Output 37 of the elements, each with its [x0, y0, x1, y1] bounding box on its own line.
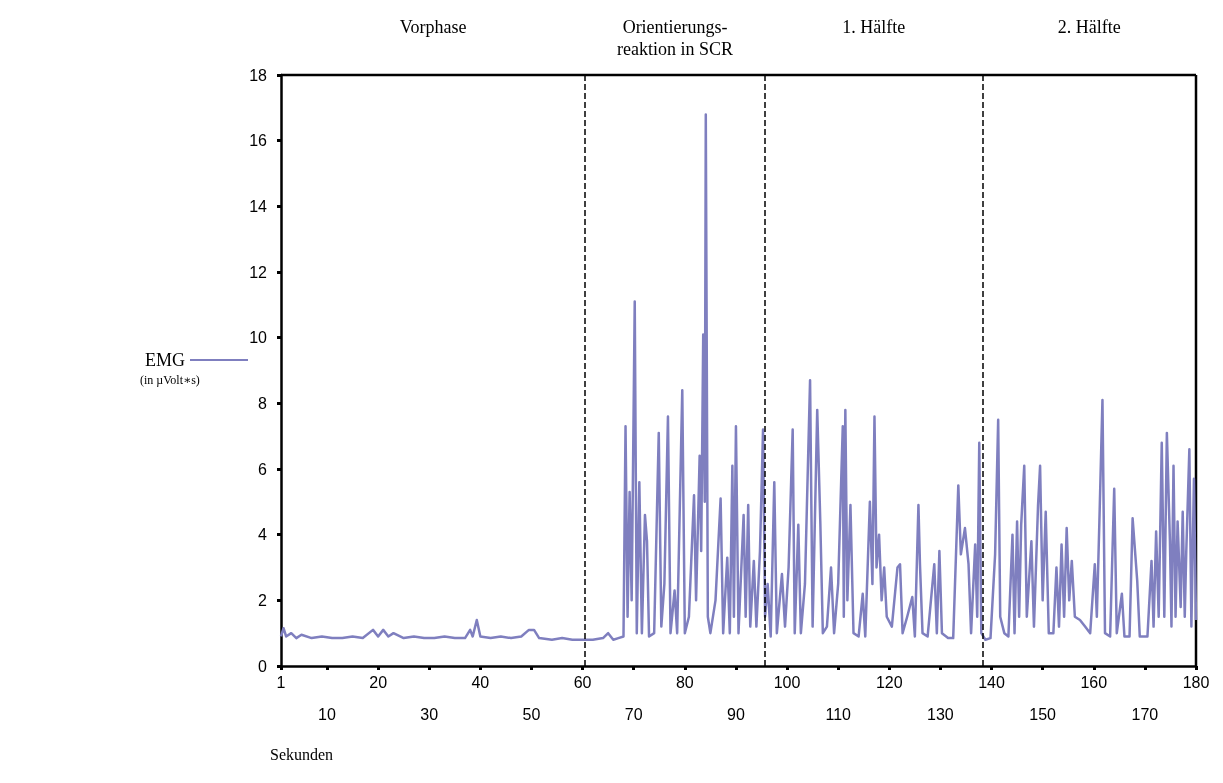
x-tick-label: 160 [1080, 673, 1108, 691]
x-tick-label: 100 [773, 673, 801, 691]
y-tick-label: 0 [258, 657, 268, 675]
y-tick-label: 16 [249, 132, 268, 150]
x-axis-title: Sekunden [270, 745, 334, 763]
x2-tick-label: 150 [1029, 705, 1057, 723]
x2-tick-label: 50 [522, 705, 541, 723]
text: 2. Hälfte [1057, 17, 1121, 37]
y-tick-label: 18 [249, 66, 268, 84]
y-axis-title: (in µVolt∗s) [140, 373, 200, 387]
x-tick-label: 80 [675, 673, 694, 691]
x2-tick-label: 30 [420, 705, 439, 723]
x-tick-label: 180 [1182, 673, 1210, 691]
x-tick-label: 40 [471, 673, 490, 691]
y-tick-label: 2 [258, 591, 268, 609]
y-tick-label: 10 [249, 329, 268, 347]
x-tick-label: 120 [875, 673, 903, 691]
y-tick-label: 4 [258, 526, 268, 544]
x2-tick-label: 110 [825, 705, 852, 723]
x-tick-label: 140 [978, 673, 1005, 691]
text: Orientierungs- reaktion in SCR [617, 17, 734, 59]
x2-tick-label: 130 [927, 705, 954, 723]
x-tick-label: 60 [573, 673, 592, 691]
y-tick-label: 8 [258, 394, 268, 412]
y-tick-label: 14 [249, 197, 268, 215]
legend-label: EMG [145, 350, 185, 370]
x2-tick-label: 90 [727, 705, 745, 723]
text: 1. Hälfte [842, 17, 906, 37]
x2-tick-label: 170 [1131, 705, 1159, 723]
x-tick-label: 20 [369, 673, 388, 691]
y-tick-label: 12 [249, 263, 268, 281]
x2-tick-label: 70 [624, 705, 643, 723]
x-tick-label: 1 [276, 673, 286, 691]
text: Vorphase [399, 17, 467, 37]
x2-tick-label: 10 [318, 705, 337, 723]
y-tick-label: 6 [258, 460, 268, 478]
line-series [279, 113, 1198, 641]
